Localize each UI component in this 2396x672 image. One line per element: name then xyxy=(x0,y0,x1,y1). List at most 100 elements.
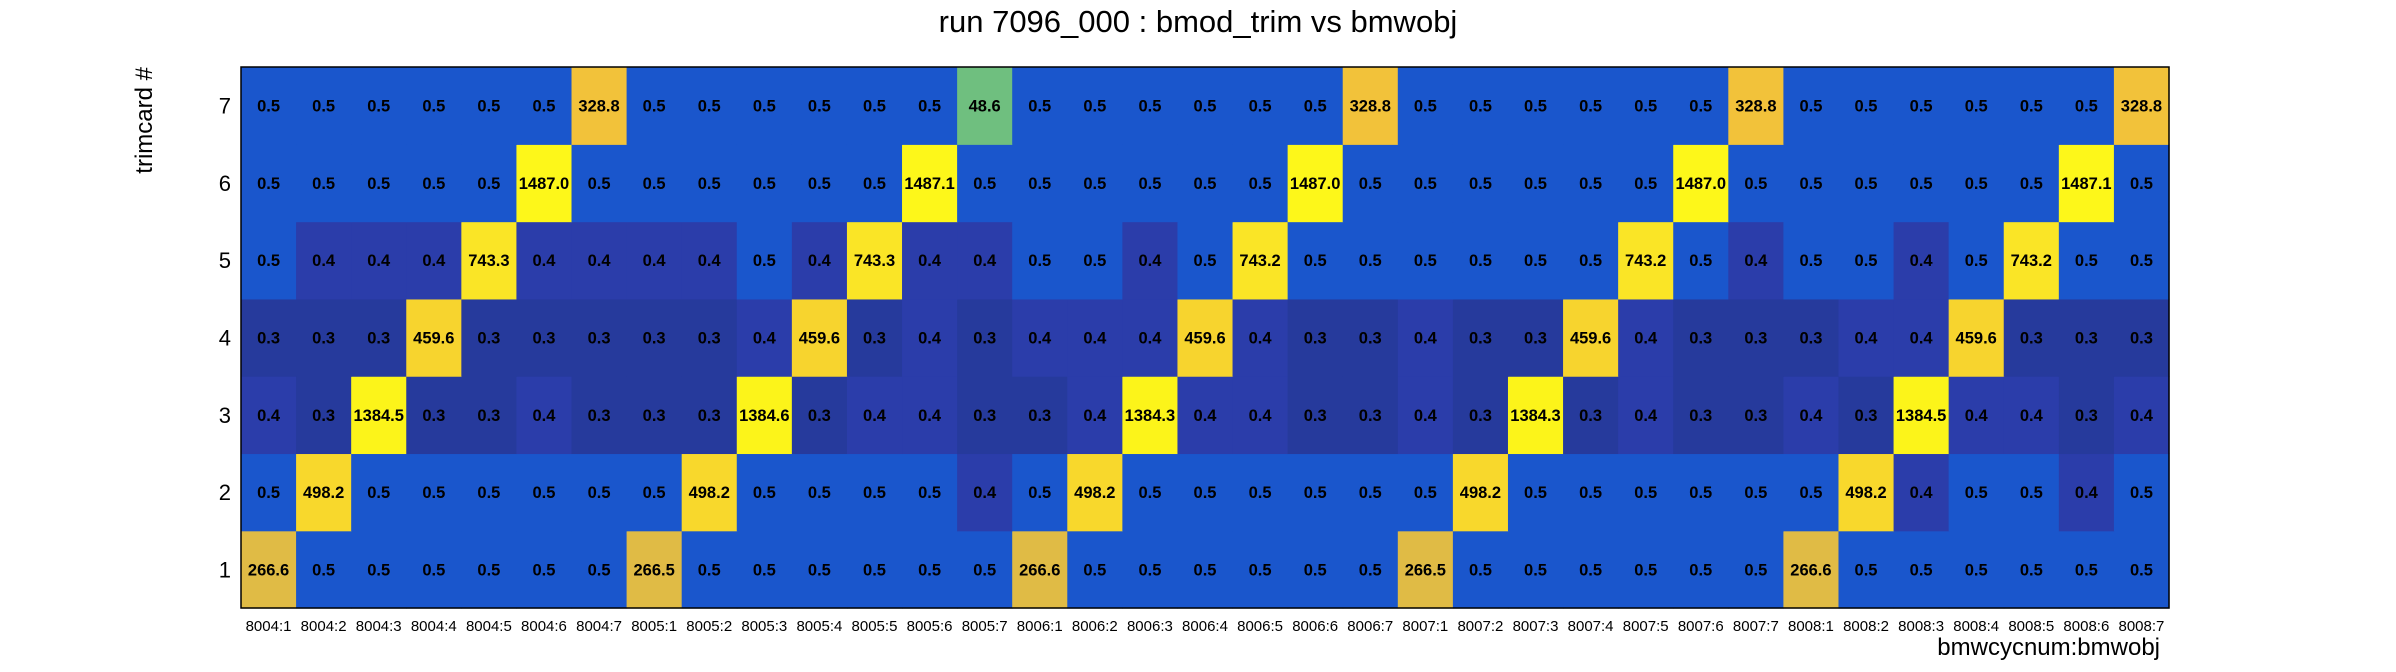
cell-value-label: 0.3 xyxy=(2075,330,2098,348)
heatmap-cell xyxy=(1342,67,1399,145)
cell-value-label: 0.5 xyxy=(1304,252,1327,270)
x-tick-label: 8004:3 xyxy=(356,618,402,635)
heatmap-cell xyxy=(1122,144,1179,223)
x-tick-label: 8005:5 xyxy=(852,618,898,635)
heatmap-cell xyxy=(1397,376,1454,455)
cell-value-label: 0.5 xyxy=(1524,484,1547,502)
x-tick-label: 8005:2 xyxy=(686,618,732,635)
heatmap-cell xyxy=(2113,144,2170,223)
y-tick-label: 6 xyxy=(219,171,231,196)
cell-value-label: 1487.0 xyxy=(1290,175,1340,193)
heatmap-cell xyxy=(736,144,793,223)
heatmap-cell xyxy=(1067,144,1123,223)
heatmap-cell xyxy=(1177,67,1234,145)
heatmap-cell xyxy=(461,144,518,223)
heatmap-cell xyxy=(1232,376,1289,455)
heatmap-cell xyxy=(846,67,903,145)
chart-title: run 7096_000 : bmod_trim vs bmwobj xyxy=(939,4,1458,39)
heatmap-cell xyxy=(1397,453,1454,532)
cell-value-label: 266.5 xyxy=(633,561,674,579)
heatmap-cell xyxy=(1563,144,1619,223)
cell-value-label: 0.5 xyxy=(2020,561,2043,579)
cell-value-label: 743.2 xyxy=(2011,252,2052,270)
heatmap-cell xyxy=(1893,298,1950,377)
x-tick-label: 8005:6 xyxy=(907,618,953,635)
cell-value-label: 0.5 xyxy=(312,98,335,116)
cell-value-label: 0.3 xyxy=(1689,407,1712,425)
cell-value-label: 0.5 xyxy=(1965,98,1988,116)
cell-value-label: 0.5 xyxy=(918,98,941,116)
heatmap-cell xyxy=(1067,221,1123,300)
heatmap-cell xyxy=(626,144,683,223)
cell-value-label: 328.8 xyxy=(1735,98,1776,116)
heatmap-cell xyxy=(1342,298,1399,377)
heatmap-cell xyxy=(516,298,573,377)
heatmap-cell xyxy=(1397,221,1454,300)
heatmap-cell xyxy=(2113,67,2170,145)
x-tick-label: 8006:4 xyxy=(1182,618,1228,635)
cell-value-label: 0.4 xyxy=(1138,330,1162,348)
x-tick-labels: 8004:1 8004:2 8004:3 8004:4 8004:5 8004:6 8004… xyxy=(246,618,2165,635)
heatmap-cell xyxy=(1838,530,1895,609)
heatmap-cell xyxy=(2003,144,2060,223)
heatmap-cell xyxy=(571,221,628,300)
heatmap-cell xyxy=(957,298,1013,377)
cell-value-label: 0.5 xyxy=(1469,561,1492,579)
cell-value-label: 0.5 xyxy=(367,561,390,579)
cell-value-label: 0.5 xyxy=(2075,98,2098,116)
heatmap-cell xyxy=(736,67,793,145)
cell-value-label: 0.5 xyxy=(1249,561,1272,579)
heatmap-cell xyxy=(1012,530,1068,609)
heatmap-cell xyxy=(2003,298,2060,377)
cell-value-label: 0.3 xyxy=(1799,330,1822,348)
heatmap-cell xyxy=(1838,298,1895,377)
heatmap-cell xyxy=(571,376,628,455)
heatmap-cell xyxy=(2058,221,2115,300)
cell-value-label: 0.5 xyxy=(422,561,445,579)
x-tick-label: 8007:1 xyxy=(1402,618,1448,635)
heatmap-cell xyxy=(626,221,683,300)
heatmap-cell xyxy=(1122,376,1179,455)
heatmap-cell xyxy=(1452,144,1509,223)
heatmap-cell xyxy=(846,376,903,455)
cell-value-label: 0.4 xyxy=(1028,330,1052,348)
cell-value-label: 0.4 xyxy=(1634,330,1658,348)
cell-value-label: 0.4 xyxy=(918,330,942,348)
heatmap-cell xyxy=(461,453,518,532)
heatmap-cell xyxy=(1122,530,1179,609)
x-tick-label: 8008:5 xyxy=(2008,618,2054,635)
cell-value-label: 0.5 xyxy=(1524,175,1547,193)
cell-value-label: 0.4 xyxy=(808,252,832,270)
heatmap-cell xyxy=(1618,376,1674,455)
cell-value-label: 0.5 xyxy=(1359,561,1382,579)
heatmap-cell xyxy=(681,376,738,455)
heatmap-cell xyxy=(1452,376,1509,455)
cell-value-label: 0.4 xyxy=(1249,407,1273,425)
cell-value-label: 1384.3 xyxy=(1125,407,1175,425)
heatmap-cell xyxy=(1177,221,1234,300)
cell-value-label: 0.5 xyxy=(1304,561,1327,579)
heatmap-cell xyxy=(1232,144,1289,223)
cell-value-label: 0.5 xyxy=(1689,98,1712,116)
heatmap-cell xyxy=(957,144,1013,223)
heatmap-cell xyxy=(1452,67,1509,145)
cell-value-label: 1384.5 xyxy=(353,407,403,425)
heatmap-cell xyxy=(957,530,1013,609)
heatmap-cell xyxy=(2003,221,2060,300)
cell-value-label: 0.3 xyxy=(2130,330,2153,348)
cell-value-label: 0.5 xyxy=(1249,175,1272,193)
cell-value-label: 328.8 xyxy=(1350,98,1391,116)
cell-value-label: 0.5 xyxy=(1304,484,1327,502)
cell-value-label: 0.5 xyxy=(312,561,335,579)
cell-value-label: 0.5 xyxy=(1359,484,1382,502)
y-tick-label: 7 xyxy=(219,94,231,119)
cell-value-label: 0.4 xyxy=(918,252,942,270)
heatmap-cell xyxy=(461,376,518,455)
x-tick-label: 8006:7 xyxy=(1347,618,1393,635)
cell-value-label: 0.5 xyxy=(1194,561,1217,579)
cell-value-label: 0.4 xyxy=(1855,330,1879,348)
cell-value-label: 0.4 xyxy=(312,252,336,270)
x-tick-label: 8007:6 xyxy=(1678,618,1724,635)
cell-value-label: 0.3 xyxy=(1359,407,1382,425)
cell-value-label: 459.6 xyxy=(799,330,840,348)
